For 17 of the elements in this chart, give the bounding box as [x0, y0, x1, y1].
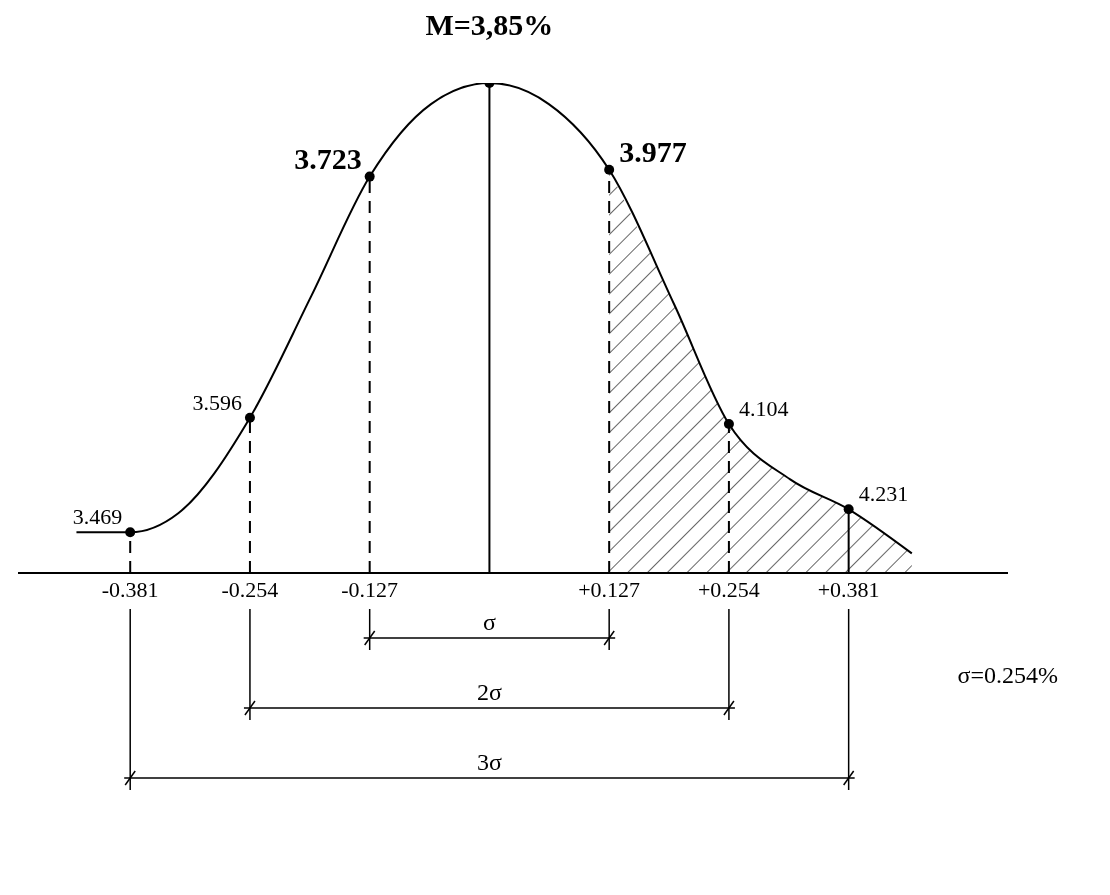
x-tick-label: +0.127	[578, 576, 641, 602]
annotation: 3.977	[619, 134, 687, 168]
annotation: 3.723	[294, 141, 362, 175]
x-tick-label: +0.381	[817, 576, 880, 602]
annotation: 3.596	[192, 389, 242, 415]
x-tick-label: -0.381	[101, 576, 159, 602]
x-tick-label: +0.254	[697, 576, 760, 602]
annotation: 4.104	[738, 396, 789, 422]
x-tick-label: -0.127	[341, 576, 399, 602]
annotation: 4.231	[858, 481, 909, 507]
annotation: 3.469	[72, 504, 123, 530]
text: 2σ	[476, 679, 502, 705]
text: 3σ	[476, 749, 502, 775]
text: σ=0.254%	[957, 662, 1058, 688]
chart-title: M=3,85%	[424, 8, 555, 42]
x-tick-label: -0.254	[221, 576, 279, 602]
text: σ	[482, 609, 496, 635]
